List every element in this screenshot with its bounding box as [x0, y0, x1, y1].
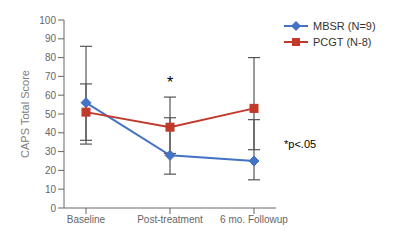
html-text:MBSR (N=9): MBSR (N=9) — [313, 20, 376, 32]
html-text:PCGT (N-8): PCGT (N-8) — [313, 36, 372, 48]
svg-text:60: 60 — [45, 90, 57, 101]
svg-text:*: * — [167, 74, 173, 91]
svg-text:0: 0 — [50, 203, 56, 214]
svg-text:Baseline: Baseline — [67, 214, 106, 225]
svg-text:20: 20 — [45, 165, 57, 176]
svg-text:Post-treatment: Post-treatment — [137, 214, 203, 225]
svg-text:90: 90 — [45, 33, 57, 44]
svg-text:CAPS Total Score: CAPS Total Score — [19, 70, 31, 158]
svg-text:10: 10 — [45, 184, 57, 195]
svg-text:40: 40 — [45, 127, 57, 138]
html-text:*p<.05: *p<.05 — [284, 138, 317, 150]
svg-text:50: 50 — [45, 109, 57, 120]
svg-text:30: 30 — [45, 146, 57, 157]
svg-text:80: 80 — [45, 52, 57, 63]
svg-text:70: 70 — [45, 71, 57, 82]
svg-text:6 mo. Followup: 6 mo. Followup — [220, 214, 288, 225]
svg-text:100: 100 — [39, 15, 56, 26]
